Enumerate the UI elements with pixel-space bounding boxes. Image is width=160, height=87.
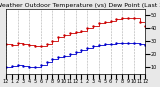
Title: Milwaukee Weather Outdoor Temperature (vs) Dew Point (Last 24 Hours): Milwaukee Weather Outdoor Temperature (v… (0, 3, 160, 8)
